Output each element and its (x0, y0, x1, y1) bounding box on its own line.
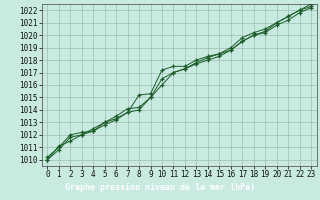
Text: Graphe pression niveau de la mer (hPa): Graphe pression niveau de la mer (hPa) (65, 182, 255, 192)
